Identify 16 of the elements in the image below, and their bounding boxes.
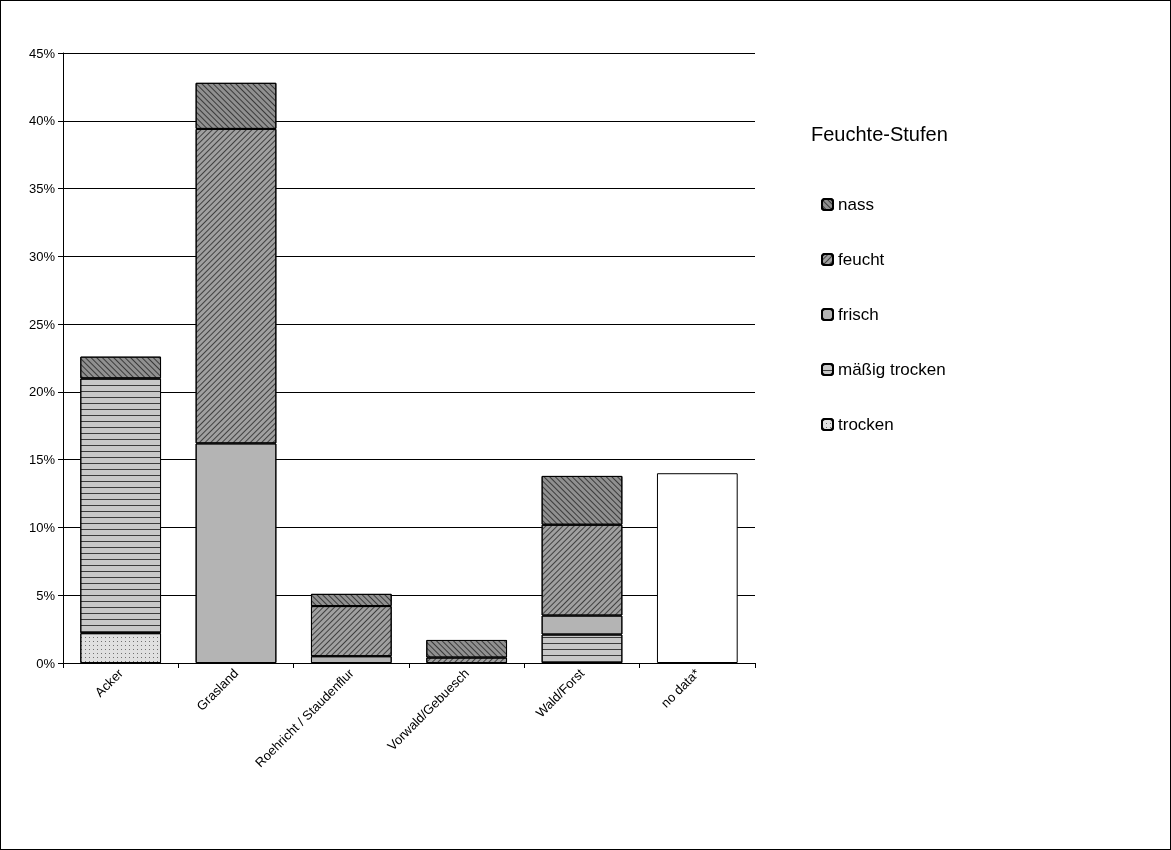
- y-tick-label: 35%: [28, 181, 56, 197]
- y-tick-label: 5%: [36, 587, 56, 603]
- y-tick-label: 0%: [36, 655, 56, 671]
- y-tick-label: 25%: [28, 316, 56, 332]
- y-tick-label: 30%: [28, 248, 56, 264]
- y-tick-label: 20%: [28, 384, 56, 400]
- y-tick-label: 15%: [28, 452, 56, 468]
- legend-title: Feuchte-Stufen: [811, 123, 948, 145]
- y-tick-label: 45%: [28, 45, 56, 61]
- y-tick-label: 10%: [28, 519, 56, 535]
- legend-label: nass: [838, 195, 874, 214]
- legend-label: frisch: [838, 305, 879, 324]
- y-tick-label: 40%: [28, 113, 56, 129]
- legend-label: trocken: [838, 415, 894, 434]
- legend-label: mäßig trocken: [838, 360, 946, 379]
- legend-label: feucht: [838, 250, 885, 269]
